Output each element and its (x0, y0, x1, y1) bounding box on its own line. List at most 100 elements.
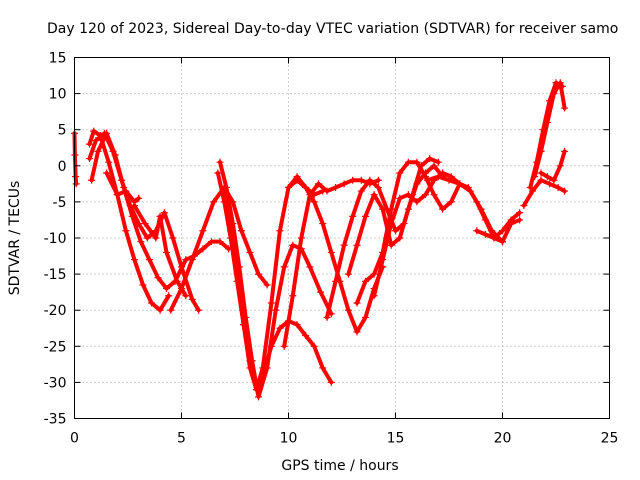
data-point (516, 216, 524, 224)
data-point (426, 155, 434, 163)
series-arc-18 (473, 209, 524, 242)
data-point (488, 227, 496, 235)
data-point (543, 173, 551, 181)
y-tick-label: -20 (44, 303, 67, 319)
series-trace (532, 80, 567, 179)
data-point (332, 183, 340, 191)
data-point (362, 313, 370, 321)
data-point (413, 198, 421, 206)
data-point (516, 209, 524, 217)
data-point (297, 234, 305, 242)
data-point (210, 198, 218, 206)
data-point (130, 256, 138, 264)
data-point (421, 173, 429, 181)
data-point (130, 202, 138, 210)
data-point (370, 270, 378, 278)
data-point (357, 187, 365, 195)
data-point (207, 238, 215, 246)
data-point (267, 299, 275, 307)
y-tick-label: 10 (49, 87, 67, 103)
data-point (439, 205, 447, 213)
series-arc-15 (353, 158, 464, 307)
y-axis-label: SDTVAR / TECUs (7, 181, 23, 296)
data-point (543, 118, 551, 126)
data-point (220, 183, 228, 191)
y-tick-label: 0 (58, 159, 67, 175)
data-point (349, 212, 357, 220)
data-point (332, 277, 340, 285)
series-arc-6 (130, 202, 190, 300)
data-point (413, 180, 421, 188)
data-point (94, 147, 102, 155)
data-point (531, 173, 539, 181)
x-tick-label: 15 (387, 431, 405, 447)
data-point (293, 321, 301, 329)
data-point (434, 158, 442, 166)
data-point (327, 248, 335, 256)
data-point (317, 288, 325, 296)
data-point (379, 205, 387, 213)
data-point (182, 256, 190, 264)
data-point (439, 169, 447, 177)
data-point (379, 256, 387, 264)
series-trace (89, 131, 231, 291)
data-point (199, 245, 207, 253)
data-point (120, 183, 128, 191)
data-point (272, 306, 280, 314)
data-point (561, 187, 569, 195)
data-point (90, 127, 98, 135)
data-point (216, 238, 224, 246)
data-point (526, 183, 534, 191)
data-point (490, 234, 498, 242)
data-point (85, 140, 93, 148)
data-point (72, 173, 80, 181)
data-point (72, 180, 80, 188)
data-point (103, 169, 111, 177)
data-point (310, 342, 318, 350)
data-point (163, 285, 171, 293)
data-point (550, 176, 558, 184)
series-arc-11 (280, 176, 382, 350)
data-point (357, 176, 365, 184)
series-trace (346, 163, 445, 277)
data-point (88, 176, 96, 184)
data-point (404, 191, 412, 199)
data-point (554, 183, 562, 191)
data-point (404, 158, 412, 166)
data-point (314, 180, 322, 188)
data-point (141, 220, 149, 228)
data-point (550, 90, 558, 98)
data-point (353, 241, 361, 249)
data-point (323, 187, 331, 195)
data-point (276, 227, 284, 235)
data-point (421, 191, 429, 199)
series-arc-1 (71, 129, 80, 188)
data-point (92, 137, 100, 145)
data-point (263, 281, 271, 289)
series-arc-5 (103, 169, 143, 206)
data-point (152, 234, 160, 242)
data-point (103, 129, 111, 137)
data-point (520, 202, 528, 210)
x-tick-label: 20 (494, 431, 512, 447)
data-point (137, 238, 145, 246)
y-tick-label: 5 (58, 123, 67, 139)
data-point (434, 173, 442, 181)
chart-title: Day 120 of 2023, Sidereal Day-to-day VTE… (47, 21, 618, 37)
data-point (145, 256, 153, 264)
data-point (344, 270, 352, 278)
data-point (344, 306, 352, 314)
data-point (122, 187, 130, 195)
series-layer (71, 79, 569, 401)
y-tick-label: -10 (44, 231, 67, 247)
data-point (537, 147, 545, 155)
data-point (340, 241, 348, 249)
data-point (362, 277, 370, 285)
y-tick-label: -30 (44, 375, 67, 391)
series-trace (425, 174, 522, 244)
data-point (285, 183, 292, 191)
data-point (255, 270, 263, 278)
data-point (499, 227, 506, 235)
data-point (556, 79, 564, 87)
data-point (122, 227, 130, 235)
